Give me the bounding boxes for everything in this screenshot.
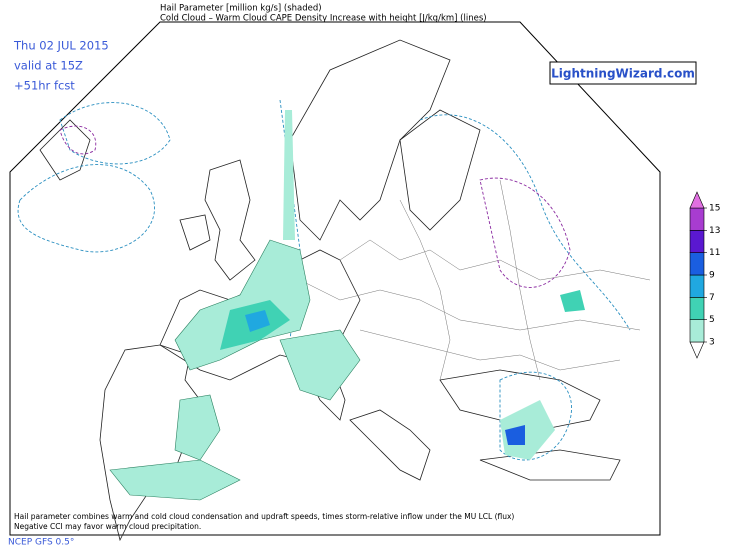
colorbar-segment <box>689 274 705 298</box>
title: Hail Parameter [million kg/s] (shaded) <box>160 4 322 14</box>
colorbar-label: 15 <box>709 204 720 214</box>
colorbar-label: 9 <box>709 271 715 281</box>
colorbar-label: 7 <box>709 293 715 303</box>
subtitle: Cold Cloud – Warm Cloud CAPE Density Inc… <box>160 14 487 24</box>
date: Thu 02 JUL 2015 <box>13 39 109 53</box>
colorbar-segment <box>689 252 705 276</box>
colorbar-label: 13 <box>709 226 720 236</box>
model: NCEP GFS 0.5° <box>8 538 74 548</box>
brand: LightningWizard.com <box>551 67 695 81</box>
valid-time: valid at 15Z <box>14 59 83 73</box>
colorbar-segment <box>689 319 705 343</box>
colorbar-segment <box>689 230 705 253</box>
brand-box <box>549 61 697 85</box>
map-frame <box>9 21 661 536</box>
colorbar: 3 5 7 9 11 13 15 <box>689 191 720 359</box>
colorbar-segment <box>689 207 705 231</box>
colorbar-label: 3 <box>709 338 715 348</box>
colorbar-segment <box>689 297 705 320</box>
footer-note: Hail parameter combines warm and cold cl… <box>14 512 514 521</box>
forecast-hour: +51hr fcst <box>14 79 75 93</box>
colorbar-extend-low <box>689 341 705 359</box>
colorbar-label: 11 <box>709 248 720 258</box>
hail-shading <box>109 110 585 501</box>
footer-note: Negative CCI may favor warm cloud precip… <box>14 522 201 531</box>
colorbar-label: 5 <box>709 315 715 325</box>
borders <box>249 179 651 381</box>
colorbar-extend-high <box>689 191 705 209</box>
